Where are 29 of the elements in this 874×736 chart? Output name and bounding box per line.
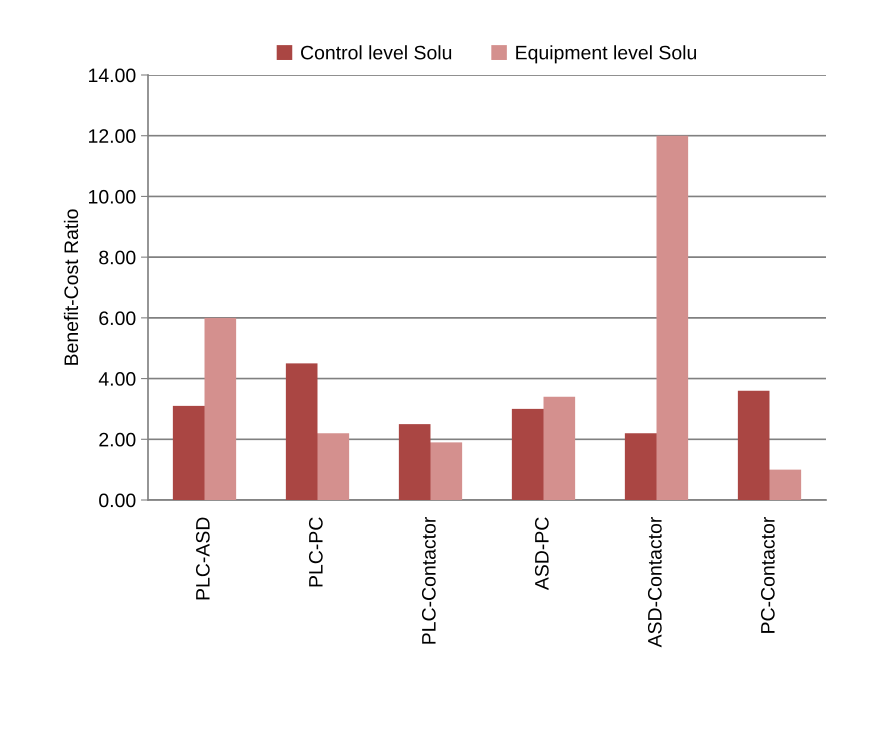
bar (624, 433, 656, 500)
x-tick-label: PC-Contactor (760, 516, 775, 633)
x-tick-label: PLC-PC (308, 517, 323, 586)
bar (544, 396, 576, 500)
legend-label: Equipment level Solu (516, 45, 696, 64)
y-tick-label: 6.00 (99, 311, 136, 326)
y-tick-label: 8.00 (99, 250, 136, 264)
y-axis-title: Benefit-Cost Ratio (64, 209, 78, 365)
bar (512, 408, 544, 500)
bar (770, 470, 802, 500)
y-tick-label: 0.00 (99, 493, 136, 508)
y-tick-label: 12.00 (89, 129, 136, 143)
bar (318, 433, 350, 500)
bar (738, 390, 770, 500)
x-tick-label: ASD-Contactor (648, 516, 662, 648)
bar (430, 442, 462, 500)
legend-label: Control level Solu (301, 45, 452, 60)
x-tick-label: PLC-ASD (196, 518, 210, 600)
x-tick-label: ASD-PC (534, 517, 549, 590)
bar (286, 363, 318, 500)
bar (172, 406, 204, 500)
y-tick-label: 14.00 (89, 68, 136, 82)
y-tick-label: 10.00 (89, 190, 136, 204)
y-tick-label: 2.00 (99, 432, 136, 447)
x-tick-label: PLC-Contactor (422, 516, 436, 644)
bar (204, 318, 236, 500)
bar (656, 136, 688, 500)
y-tick-label: 4.00 (98, 372, 136, 386)
bar (398, 424, 430, 500)
